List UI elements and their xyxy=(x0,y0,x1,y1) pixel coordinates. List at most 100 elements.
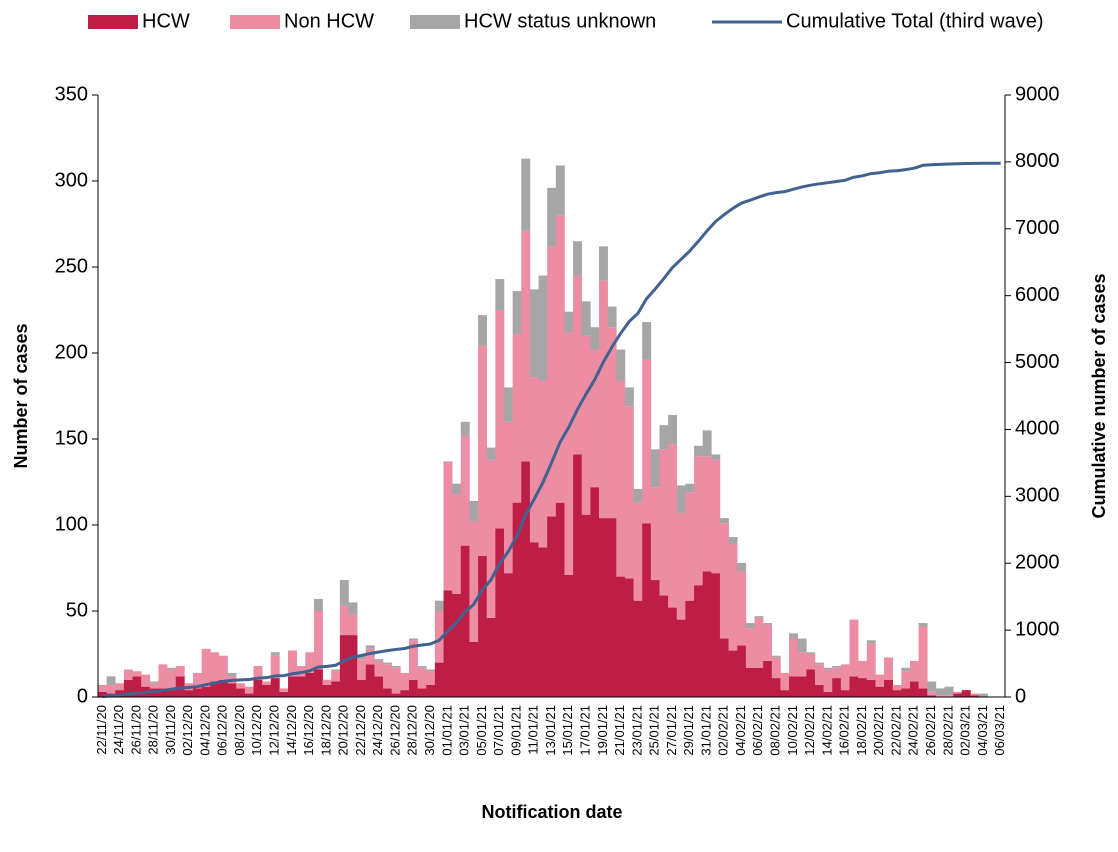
bar-segment xyxy=(823,667,833,670)
bar-segment xyxy=(391,666,401,668)
bar-segment xyxy=(581,335,591,515)
bar-segment xyxy=(538,275,548,381)
bar-segment xyxy=(685,492,695,601)
bar-segment xyxy=(469,500,479,522)
x-tick-label: 20/02/21 xyxy=(871,705,886,756)
x-tick-label: 08/02/21 xyxy=(768,705,783,756)
bar-segment xyxy=(495,310,505,529)
bar-segment xyxy=(685,483,695,493)
bar-segment xyxy=(503,387,513,422)
bar-segment xyxy=(953,693,963,697)
bar-segment xyxy=(443,590,453,697)
x-tick-label: 26/11/20 xyxy=(128,705,143,755)
x-tick-label: 11/01/21 xyxy=(526,705,541,755)
bar-segment xyxy=(503,421,513,574)
bar-segment xyxy=(616,349,626,381)
bar-segment xyxy=(348,602,358,615)
bar-segment xyxy=(270,678,280,697)
bar-segment xyxy=(391,693,401,697)
bar-segment xyxy=(486,447,496,460)
x-tick-label: 20/12/20 xyxy=(336,705,351,756)
bar-segment xyxy=(849,619,859,677)
bar-segment xyxy=(668,607,678,697)
bar-segment xyxy=(581,514,591,697)
bar-segment xyxy=(478,555,488,697)
x-tick-label: 14/02/21 xyxy=(819,705,834,756)
bar-segment xyxy=(218,655,228,680)
bar-segment xyxy=(970,695,980,697)
bar-segment xyxy=(927,691,937,696)
x-tick-label: 30/11/20 xyxy=(163,705,178,755)
y2-tick-label: 7000 xyxy=(1015,217,1060,239)
bar-segment xyxy=(132,676,142,697)
y-tick-label: 50 xyxy=(66,599,88,621)
bar-segment xyxy=(832,667,842,679)
bar-segment xyxy=(901,671,911,689)
bar-segment xyxy=(408,679,418,697)
bar-segment xyxy=(331,681,341,697)
bar-segment xyxy=(607,306,617,328)
bar-segment xyxy=(789,676,798,697)
x-tick-label: 12/02/21 xyxy=(802,705,817,756)
bar-segment xyxy=(486,617,496,697)
bar-segment xyxy=(426,684,436,697)
x-tick-label: 04/02/21 xyxy=(733,705,748,756)
bar-segment xyxy=(935,688,945,696)
bar-segment xyxy=(357,679,367,697)
bar-segment xyxy=(953,691,963,694)
x-tick-label: 02/03/21 xyxy=(958,705,973,756)
bar-segment xyxy=(771,657,781,679)
bar-segment xyxy=(728,543,738,651)
bar-segment xyxy=(495,279,505,310)
bar-segment xyxy=(486,459,496,618)
bar-segment xyxy=(417,688,427,697)
x-axis-title: Notification date xyxy=(481,802,622,822)
x-tick-label: 06/02/21 xyxy=(750,705,765,756)
bar-segment xyxy=(884,679,894,697)
y-tick-label: 150 xyxy=(55,427,88,449)
bar-segment xyxy=(149,681,159,684)
x-tick-label: 05/01/21 xyxy=(474,705,489,756)
x-tick-label: 28/02/21 xyxy=(940,705,955,756)
bar-segment xyxy=(970,693,980,696)
bar-segment xyxy=(650,449,660,488)
bar-segment xyxy=(607,327,617,519)
y-axis-title: Number of cases xyxy=(11,323,31,468)
bar-segment xyxy=(659,425,669,450)
legend-label: Cumulative Total (third wave) xyxy=(786,10,1044,32)
legend-swatch xyxy=(230,15,280,29)
bar-segment xyxy=(909,660,919,682)
x-tick-label: 18/12/20 xyxy=(318,705,333,756)
bar-segment xyxy=(659,449,669,596)
bar-segment xyxy=(918,623,928,627)
bar-segment xyxy=(426,671,436,685)
bar-segment xyxy=(875,686,885,697)
x-tick-label: 10/02/21 xyxy=(785,705,800,756)
bar-segment xyxy=(339,580,349,606)
x-tick-label: 29/01/21 xyxy=(681,705,696,756)
y2-tick-label: 3000 xyxy=(1015,485,1060,507)
bar-segment xyxy=(754,616,764,618)
bar-segment xyxy=(98,691,107,697)
bar-segment xyxy=(892,684,902,691)
bar-segment xyxy=(555,165,565,216)
bar-segment xyxy=(555,502,565,697)
bar-segment xyxy=(383,688,392,697)
bar-segment xyxy=(711,459,721,574)
y2-tick-label: 5000 xyxy=(1015,351,1060,373)
bar-segment xyxy=(452,494,462,594)
bar-segment xyxy=(754,617,764,668)
bar-segment xyxy=(313,669,323,697)
bar-segment xyxy=(218,679,228,697)
bar-segment xyxy=(685,600,695,697)
x-tick-label: 10/12/20 xyxy=(249,705,264,756)
bar-segment xyxy=(573,275,583,455)
bar-segment xyxy=(745,667,755,697)
bar-segment xyxy=(823,669,833,692)
bar-segment xyxy=(858,660,868,679)
bar-segment xyxy=(210,652,220,682)
bar-segment xyxy=(123,679,133,697)
bar-segment xyxy=(694,456,703,586)
bar-segment xyxy=(555,215,565,503)
bar-segment xyxy=(702,456,712,572)
